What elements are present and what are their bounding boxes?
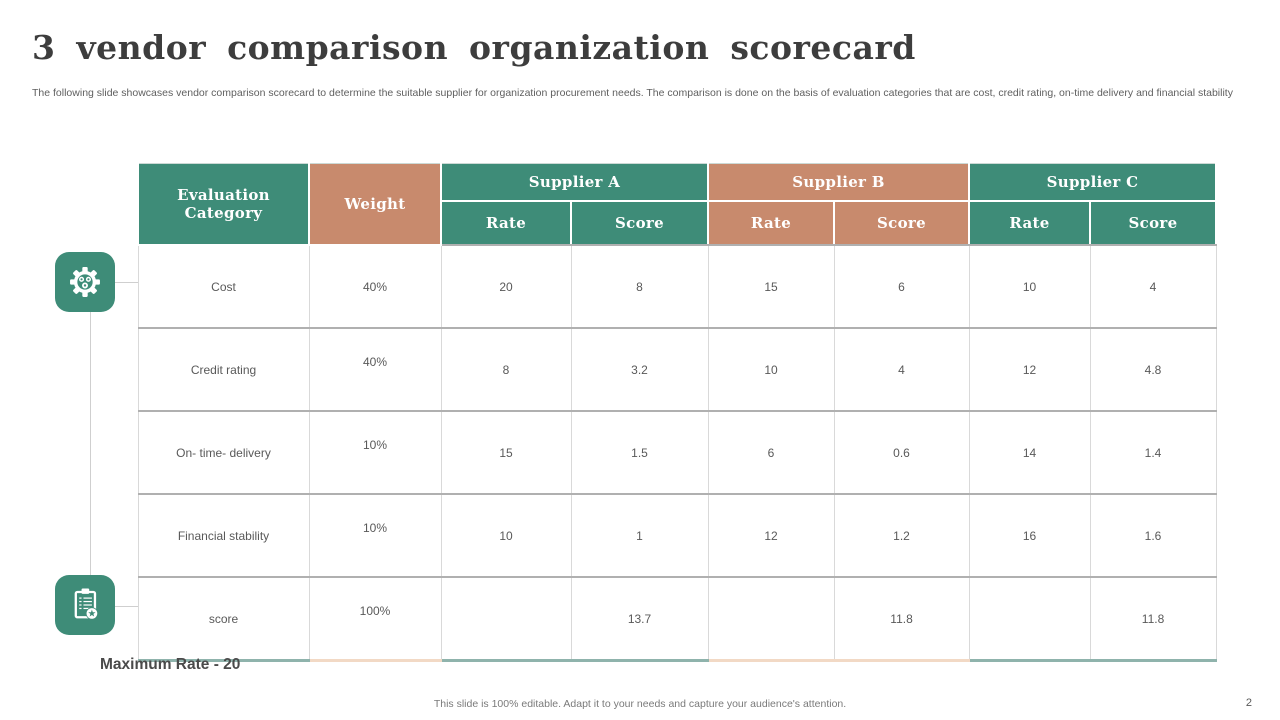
table-row-cost: Cost 40% 20 8 15 6 10 4 [137, 244, 1217, 329]
cell-a-score: 1 [570, 493, 709, 578]
row-label: Cost [137, 244, 310, 329]
cell-weight: 40% [308, 244, 442, 329]
header-supplier-a: Supplier A [439, 163, 710, 202]
cell-c-score: 4 [1089, 244, 1217, 329]
cell-a-score: 13.7 [570, 576, 709, 662]
table-row-financial-stability: Financial stability 10% 10 1 12 1.2 16 1… [137, 493, 1217, 578]
table-row-total-score: score 100% 13.7 11.8 11.8 [137, 576, 1217, 662]
header-weight: Weight [308, 163, 442, 246]
cell-c-score: 1.6 [1089, 493, 1217, 578]
clipboard-star-icon-svg [74, 588, 99, 620]
cell-b-rate: 10 [707, 327, 835, 412]
cell-c-score: 1.4 [1089, 410, 1217, 495]
cell-b-rate [707, 576, 835, 662]
header-supplier-c-score: Score [1089, 200, 1218, 246]
header-row-rate-score: Rate Score Rate Score Rate Score [138, 200, 1218, 246]
row-label: Credit rating [137, 327, 310, 412]
slide-description: The following slide showcases vendor com… [32, 87, 1233, 99]
connector-line-clipboard [115, 606, 138, 607]
cell-b-rate: 12 [707, 493, 835, 578]
cell-a-rate: 10 [440, 493, 572, 578]
header-row-suppliers: Evaluation Category Weight Supplier A Su… [137, 163, 1218, 246]
cell-c-rate: 14 [968, 410, 1091, 495]
cell-weight-value: 10% [362, 437, 388, 452]
cell-c-score: 4.8 [1089, 327, 1217, 412]
header-supplier-a-score: Score [569, 200, 710, 246]
header-evaluation-category: Evaluation Category [137, 163, 310, 246]
clipboard-star-icon [55, 575, 115, 635]
cell-b-score: 11.8 [833, 576, 970, 662]
cell-weight-value: 100% [359, 603, 391, 618]
cell-a-score: 1.5 [570, 410, 709, 495]
connector-line-gear [115, 282, 138, 283]
cell-a-score: 3.2 [570, 327, 709, 412]
row-label: score [137, 576, 310, 662]
cell-c-score: 11.8 [1089, 576, 1217, 662]
cell-weight: 40% [308, 327, 442, 412]
gear-coins-icon [55, 252, 115, 312]
page-number: 2 [1245, 697, 1252, 709]
header-supplier-b-rate: Rate [707, 200, 836, 246]
cell-b-rate: 15 [707, 244, 835, 329]
page-title: 3 vendor comparison organization scoreca… [32, 28, 916, 67]
cell-a-rate: 15 [440, 410, 572, 495]
cell-weight: 10% [308, 493, 442, 578]
cell-weight-value: 10% [362, 520, 388, 535]
cell-c-rate: 16 [968, 493, 1091, 578]
cell-weight: 100% [308, 576, 442, 662]
cell-a-rate: 8 [440, 327, 572, 412]
row-label: On- time- delivery [137, 410, 310, 495]
cell-a-rate: 20 [440, 244, 572, 329]
cell-b-score: 0.6 [833, 410, 970, 495]
cell-weight: 10% [308, 410, 442, 495]
cell-b-rate: 6 [707, 410, 835, 495]
cell-b-score: 6 [833, 244, 970, 329]
cell-b-score: 1.2 [833, 493, 970, 578]
footer-note: This slide is 100% editable. Adapt it to… [433, 698, 847, 710]
table-row-credit-rating: Credit rating 40% 8 3.2 10 4 12 4.8 [137, 327, 1217, 412]
header-supplier-c-rate: Rate [968, 200, 1092, 246]
header-supplier-b-score: Score [833, 200, 971, 246]
row-label: Financial stability [137, 493, 310, 578]
gear-coins-icon-svg [70, 267, 100, 297]
cell-a-rate [440, 576, 572, 662]
cell-c-rate: 10 [968, 244, 1091, 329]
header-supplier-a-rate: Rate [440, 200, 572, 246]
cell-c-rate: 12 [968, 327, 1091, 412]
cell-b-score: 4 [833, 327, 970, 412]
table-row-on-time-delivery: On- time- delivery 10% 15 1.5 6 0.6 14 1… [137, 410, 1217, 495]
cell-a-score: 8 [570, 244, 709, 329]
vendor-scorecard-table: Evaluation Category Weight Supplier A Su… [137, 163, 1218, 662]
cell-weight-value: 40% [362, 354, 388, 369]
header-supplier-c: Supplier C [968, 163, 1218, 202]
connector-vertical-line [90, 312, 91, 575]
header-supplier-b: Supplier B [707, 163, 971, 202]
cell-c-rate [968, 576, 1091, 662]
max-rate-note: Maximum Rate - 20 [100, 656, 241, 673]
